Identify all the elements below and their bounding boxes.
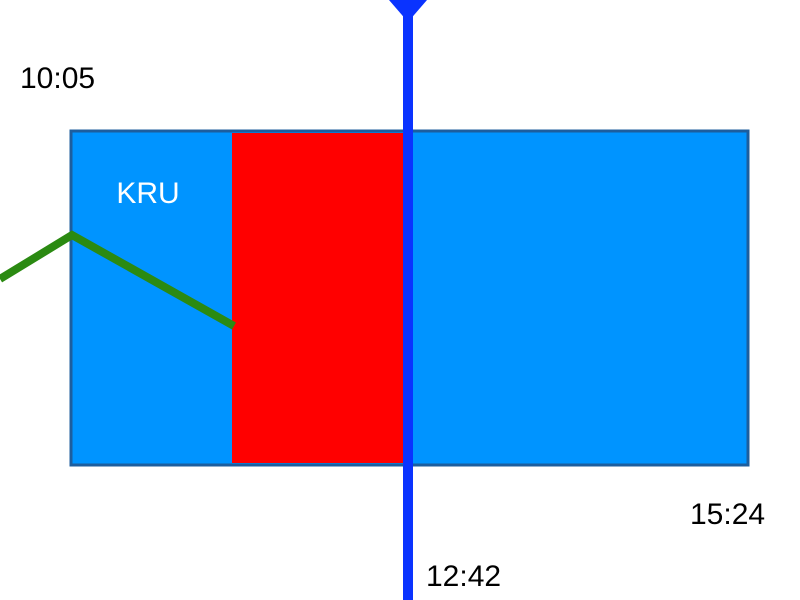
marker-arrow-icon[interactable] bbox=[389, 0, 427, 22]
start-time-label: 10:05 bbox=[20, 62, 96, 95]
trend-line bbox=[0, 230, 236, 330]
highlight-segment bbox=[232, 133, 406, 463]
block-label: KRU bbox=[116, 177, 179, 210]
current-time-label: 12:42 bbox=[426, 560, 502, 593]
end-time-label: 15:24 bbox=[690, 498, 766, 531]
